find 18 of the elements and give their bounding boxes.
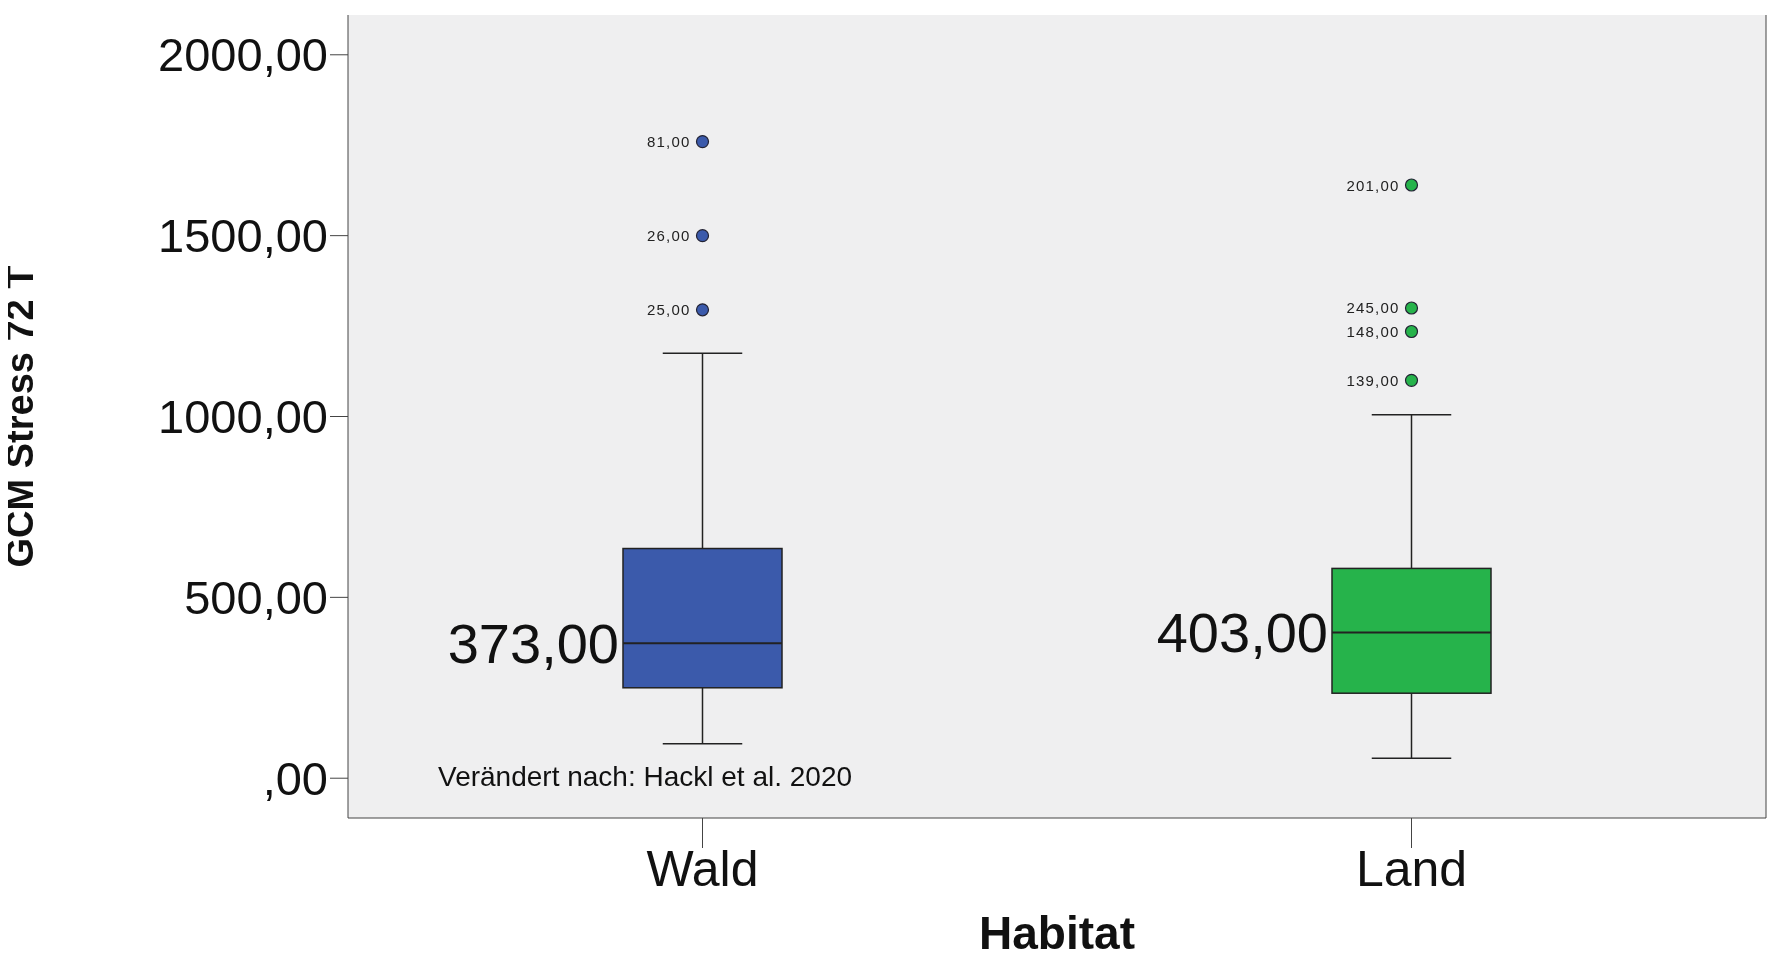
x-tick-label: Wald — [646, 840, 759, 897]
y-tick-label: 1500,00 — [158, 209, 328, 263]
annotation: 26,00 — [646, 227, 691, 245]
annotation: 245,00 — [1346, 299, 1400, 317]
x-tick-label: Land — [1355, 840, 1468, 897]
annotation: 81,00 — [646, 133, 691, 151]
y-tick-label: 1000,00 — [158, 390, 328, 444]
annotation: 201,00 — [1346, 176, 1400, 194]
y-tick-label: ,00 — [262, 751, 328, 805]
y-tick-label: 500,00 — [184, 571, 328, 625]
annotation: 139,00 — [1346, 371, 1400, 389]
annotation: 25,00 — [646, 301, 691, 319]
y-tick-label: 2000,00 — [158, 28, 328, 82]
annotation: 403,00 — [1156, 600, 1328, 664]
annotation: Verändert nach: Hackl et al. 2020 — [438, 761, 853, 793]
annotation: 148,00 — [1346, 323, 1400, 340]
annotation: 373,00 — [447, 611, 619, 675]
x-axis-title: Habitat — [979, 907, 1135, 959]
